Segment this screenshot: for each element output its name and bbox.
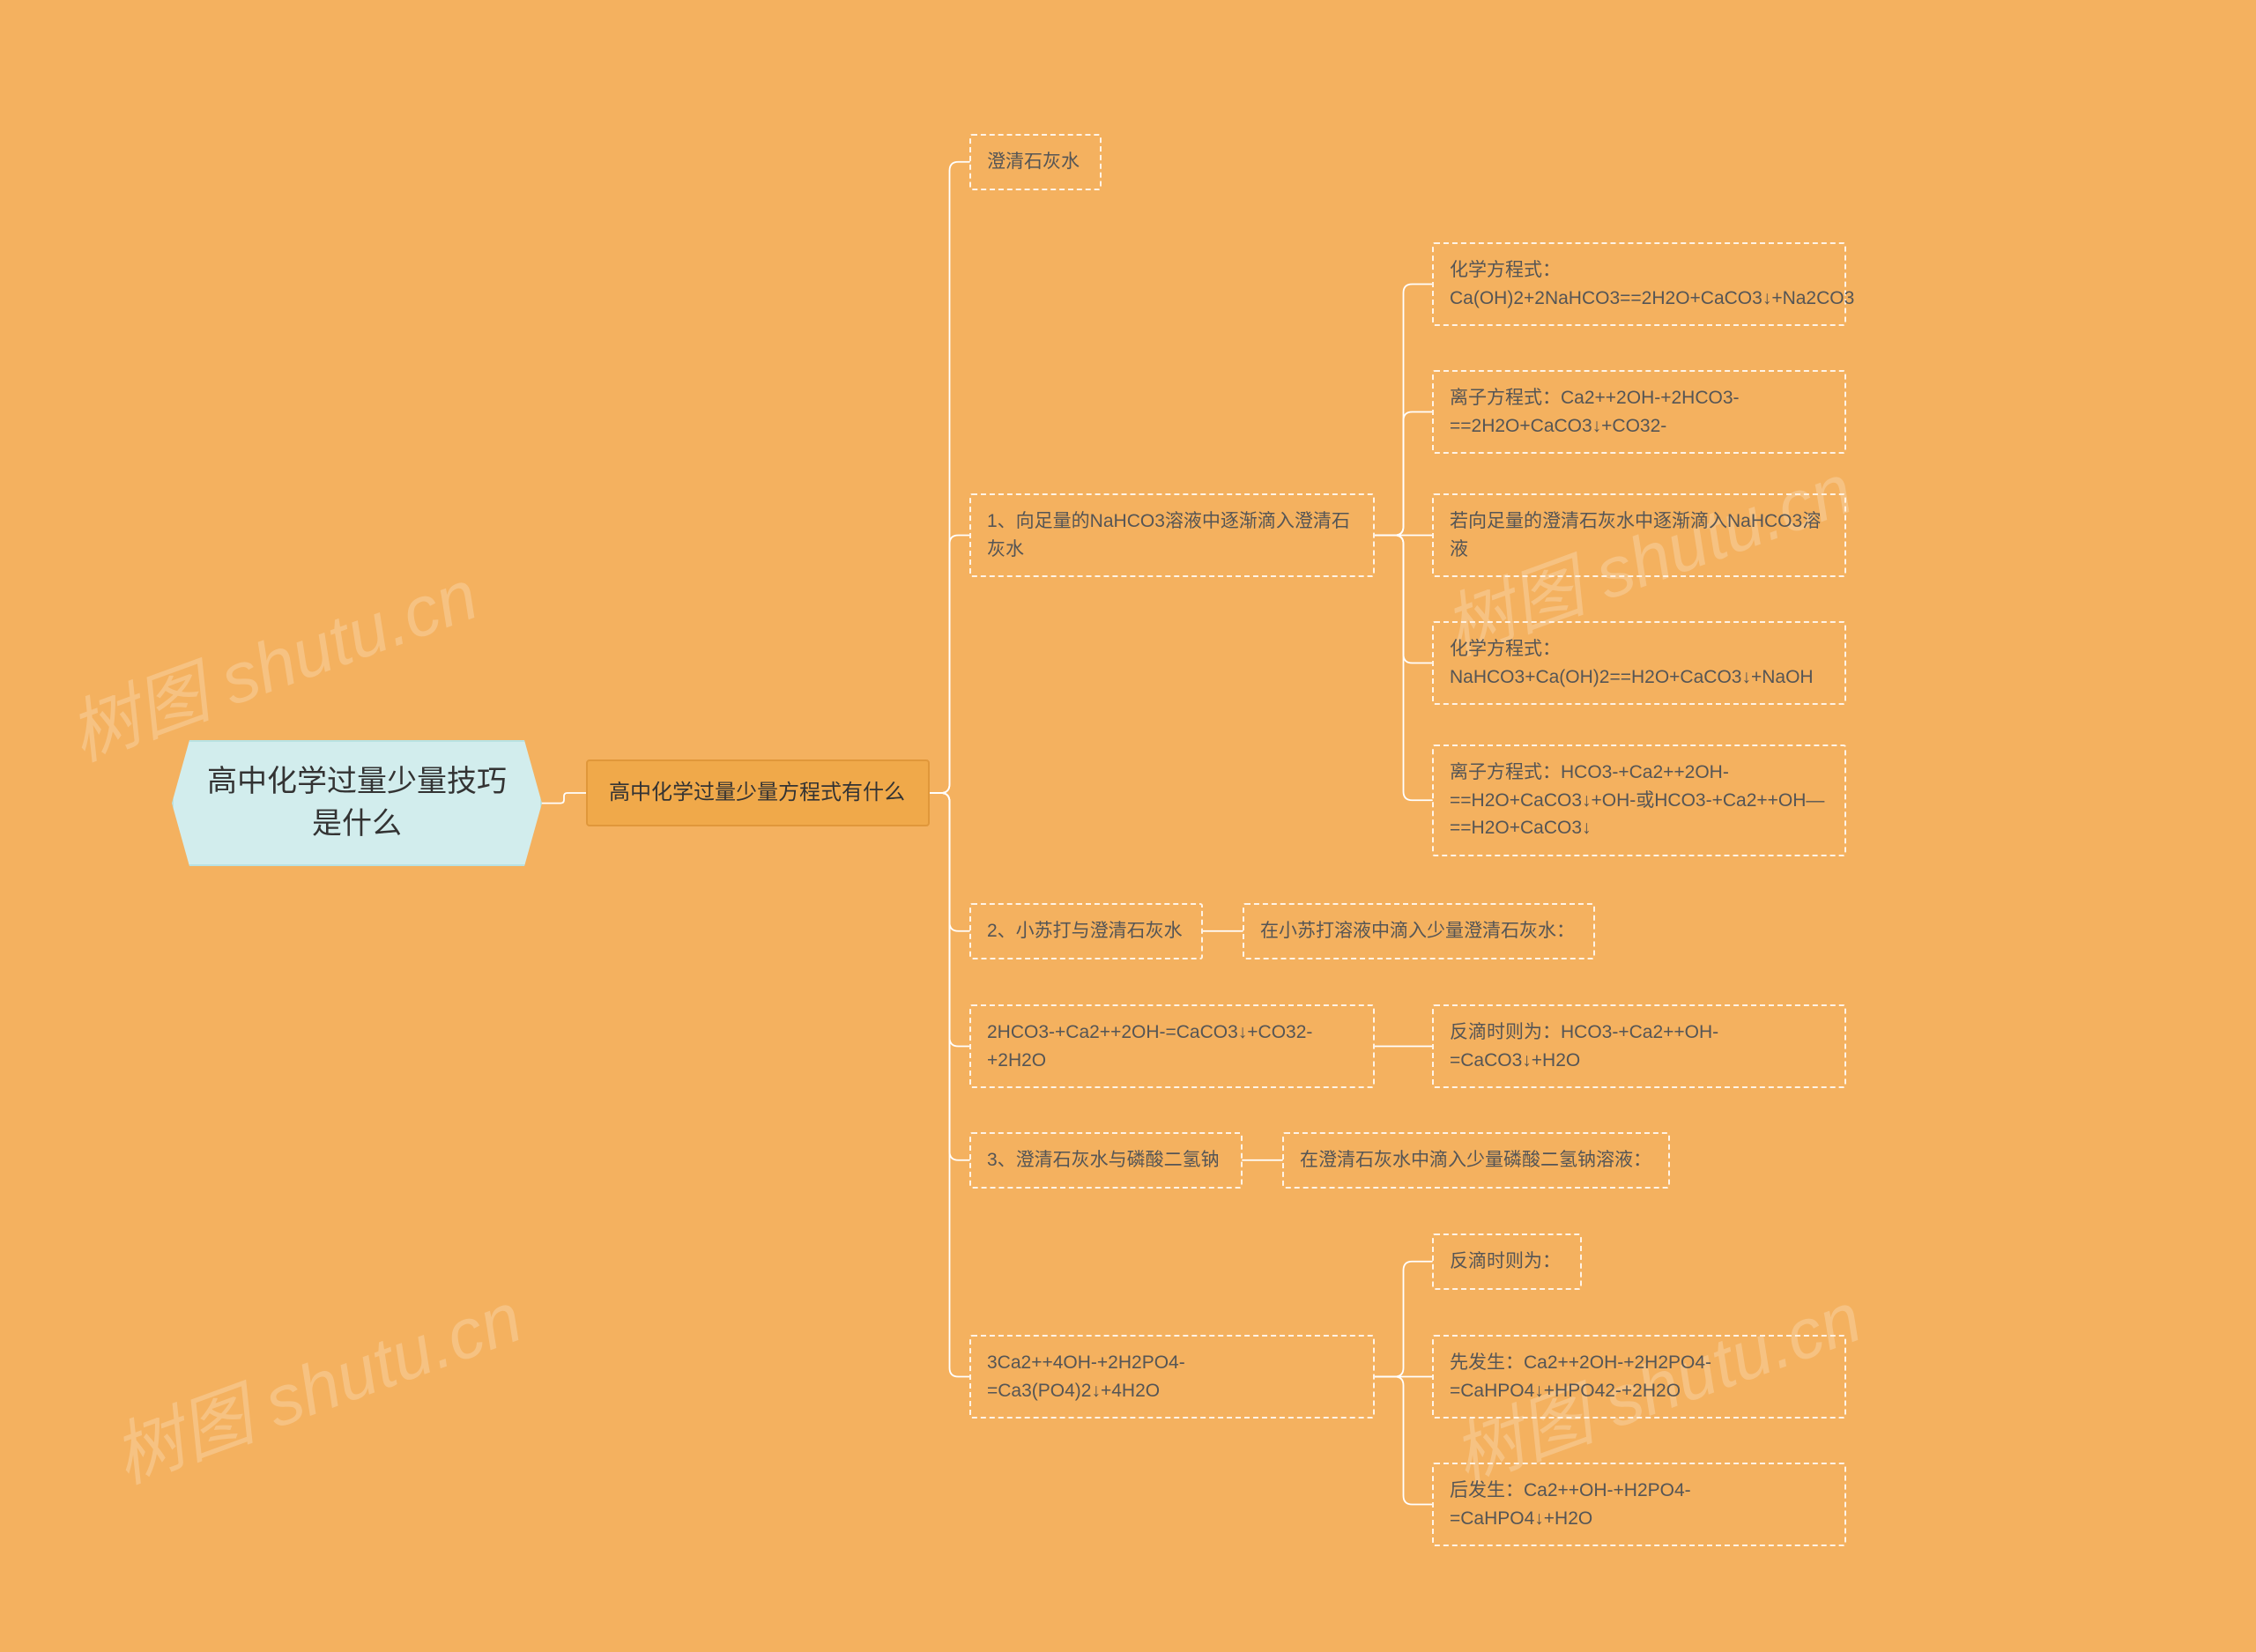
root-node[interactable]: 高中化学过量少量技巧是什么 (172, 740, 542, 866)
node-3-detail[interactable]: 在澄清石灰水中滴入少量磷酸二氢钠溶液： (1282, 1132, 1670, 1189)
node-3-reverse-first[interactable]: 先发生：Ca2++2OH-+2H2PO4-=CaHPO4↓+HPO42-+2H2… (1432, 1335, 1846, 1419)
level1-node[interactable]: 高中化学过量少量方程式有什么 (586, 759, 930, 826)
node-3-nah2po4[interactable]: 3、澄清石灰水与磷酸二氢钠 (969, 1132, 1243, 1189)
node-2-reverse-eq[interactable]: 反滴时则为：HCO3-+Ca2++OH-=CaCO3↓+H2O (1432, 1004, 1846, 1088)
node-3-reverse-second[interactable]: 后发生：Ca2++OH-+H2PO4-=CaHPO4↓+H2O (1432, 1463, 1846, 1546)
mindmap-canvas: 树图 shutu.cn 树图 shutu.cn 树图 shutu.cn 树图 s… (0, 0, 2256, 1652)
node-2-baking-soda[interactable]: 2、小苏打与澄清石灰水 (969, 903, 1203, 959)
node-1-eq-ion1[interactable]: 离子方程式：Ca2++2OH-+2HCO3-==2H2O+CaCO3↓+CO32… (1432, 370, 1846, 454)
node-1-nahco3[interactable]: 1、向足量的NaHCO3溶液中逐渐滴入澄清石灰水 (969, 493, 1375, 577)
watermark-3: 树图 shutu.cn (97, 1261, 533, 1503)
node-2-eq[interactable]: 2HCO3-+Ca2++2OH-=CaCO3↓+CO32-+2H2O (969, 1004, 1375, 1088)
node-2-detail[interactable]: 在小苏打溶液中滴入少量澄清石灰水： (1243, 903, 1595, 959)
node-1-eq-chem2[interactable]: 化学方程式：NaHCO3+Ca(OH)2==H2O+CaCO3↓+NaOH (1432, 621, 1846, 705)
node-1-reverse[interactable]: 若向足量的澄清石灰水中逐渐滴入NaHCO3溶液 (1432, 493, 1846, 577)
node-3-reverse-label[interactable]: 反滴时则为： (1432, 1233, 1582, 1290)
node-1-eq-ion2[interactable]: 离子方程式：HCO3-+Ca2++2OH-==H2O+CaCO3↓+OH-或HC… (1432, 745, 1846, 856)
node-3-eq[interactable]: 3Ca2++4OH-+2H2PO4-=Ca3(PO4)2↓+4H2O (969, 1335, 1375, 1419)
node-1-limewater[interactable]: 澄清石灰水 (969, 134, 1102, 190)
node-1-eq-chem1[interactable]: 化学方程式：Ca(OH)2+2NaHCO3==2H2O+CaCO3↓+Na2CO… (1432, 242, 1846, 326)
